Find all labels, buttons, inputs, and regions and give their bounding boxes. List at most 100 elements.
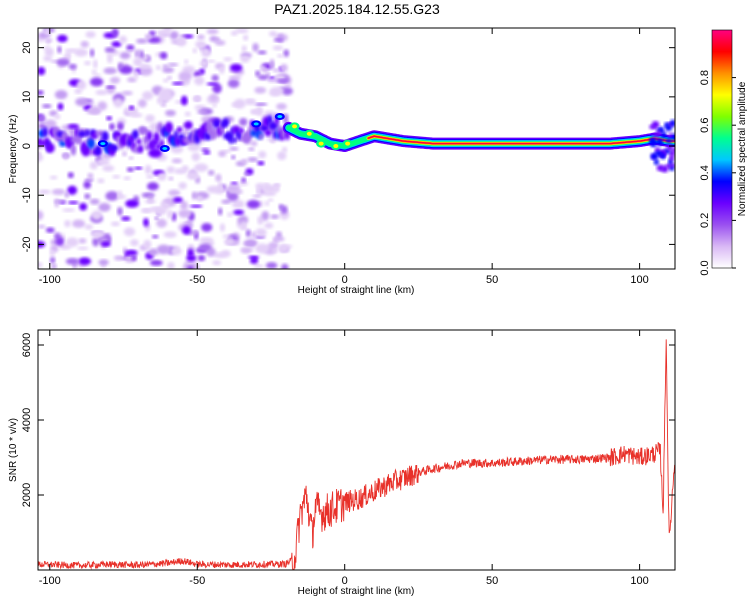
snr-series-line: [38, 339, 675, 570]
noise-blob: [89, 198, 100, 205]
noise-blob: [85, 31, 96, 38]
spectrogram-ridge: [38, 113, 675, 173]
noise-blob: [106, 53, 113, 64]
ridge-blob: [213, 118, 221, 129]
noise-blob: [189, 204, 203, 208]
noise-blob: [89, 77, 104, 87]
noise-blob: [117, 190, 123, 199]
noise-blob: [44, 119, 57, 129]
noise-blob: [211, 74, 219, 82]
ridge-blob: [232, 136, 237, 144]
noise-blob: [117, 206, 123, 216]
ridge-blob: [671, 133, 675, 142]
noise-blob: [83, 180, 92, 189]
noise-blob: [101, 152, 112, 160]
noise-blob: [191, 191, 197, 200]
noise-blob: [247, 157, 259, 162]
noise-blob: [230, 31, 238, 36]
noise-blob: [227, 212, 233, 218]
snr-x-axis-label: Height of straight line (km): [298, 586, 415, 597]
snr-plot-area: [38, 330, 675, 570]
noise-blob: [278, 204, 284, 210]
noise-blob: [253, 264, 264, 268]
noise-blob: [56, 58, 70, 67]
noise-blob: [193, 70, 202, 77]
noise-blob: [127, 49, 134, 53]
y-tick-label: -20: [21, 236, 33, 252]
noise-blob: [228, 146, 239, 151]
ridge-blob: [58, 140, 67, 147]
noise-blob: [106, 116, 113, 121]
noise-blob: [171, 212, 177, 222]
noise-blob: [148, 148, 162, 158]
noise-blob: [280, 63, 288, 72]
noise-blob: [103, 67, 117, 75]
noise-blob: [194, 163, 209, 172]
noise-blob: [137, 99, 147, 108]
noise-blob: [182, 80, 190, 84]
noise-blob: [234, 28, 249, 34]
ridge-blob: [146, 131, 153, 141]
noise-blob: [49, 175, 58, 180]
noise-blob: [197, 34, 205, 40]
noise-blob: [197, 255, 206, 262]
noise-blob: [93, 59, 98, 69]
ridge-blob: [184, 121, 193, 130]
snr-panel: -100 -50 0 50 100 2000 4000 6000 Height of str…: [8, 329, 676, 597]
noise-blob: [231, 155, 236, 160]
noise-blob: [196, 110, 208, 114]
noise-blob: [120, 216, 131, 221]
ridge-blob: [46, 142, 55, 153]
noise-blob: [255, 70, 261, 77]
noise-blob: [117, 122, 124, 131]
noise-blob: [144, 199, 157, 204]
ridge-blob: [109, 144, 119, 152]
snr-frame: [37, 329, 676, 571]
noise-blob: [156, 96, 163, 105]
noise-blob: [72, 219, 86, 228]
noise-blob: [206, 29, 219, 35]
noise-blob: [165, 109, 176, 117]
noise-blob: [254, 86, 267, 94]
noise-blob: [142, 90, 154, 101]
noise-blob: [252, 194, 262, 198]
noise-blob: [200, 147, 210, 152]
noise-blob: [278, 244, 289, 253]
noise-blob: [201, 47, 211, 58]
y-tick-label: 2000: [21, 483, 33, 507]
ridge-blob: [258, 133, 264, 140]
noise-blob: [202, 150, 211, 155]
noise-blob: [130, 239, 139, 247]
noise-blob: [226, 192, 239, 202]
noise-blob: [160, 102, 167, 107]
ridge-blob: [137, 144, 144, 154]
noise-blob: [84, 61, 91, 66]
noise-blob: [100, 241, 111, 247]
ridge-knot-core: [333, 144, 339, 149]
noise-blob: [233, 209, 245, 215]
noise-blob: [195, 40, 206, 49]
ridge-blob: [670, 163, 675, 168]
noise-blob: [67, 172, 74, 179]
noise-blob: [109, 123, 115, 131]
noise-blob: [178, 182, 187, 190]
noise-blob: [245, 229, 251, 238]
spectrogram-y-axis-label: Frequency (Hz): [8, 115, 19, 184]
noise-blob: [53, 199, 66, 203]
noise-blob: [258, 150, 267, 159]
ridge-blob: [661, 152, 666, 160]
noise-blob: [159, 52, 168, 60]
x-tick-label: 50: [486, 575, 498, 587]
colorbar-tick-label: 0.6: [699, 118, 711, 133]
noise-blob: [221, 199, 232, 204]
noise-blob: [255, 243, 270, 254]
noise-blob: [123, 176, 131, 181]
noise-blob: [38, 66, 46, 76]
ridge-blob: [139, 127, 149, 134]
noise-blob: [180, 95, 188, 106]
noise-blob: [130, 112, 143, 118]
noise-blob: [250, 140, 258, 147]
noise-blob: [57, 102, 64, 111]
colorbar-label: Normalized spectral amplitude: [737, 81, 748, 216]
